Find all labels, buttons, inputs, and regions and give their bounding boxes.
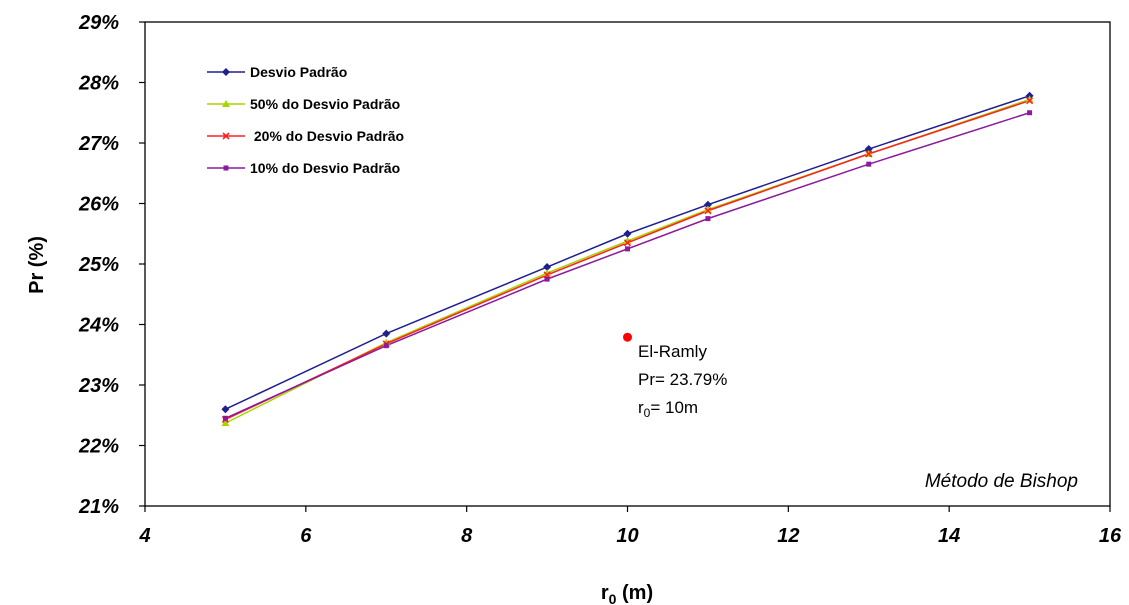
el-ramly-point [623, 332, 632, 342]
series-4-point [222, 415, 228, 421]
x-tick-label: 4 [138, 525, 150, 547]
series-1-point [703, 200, 712, 209]
series-1-point [623, 229, 632, 238]
x-axis-title-unit: (m) [616, 582, 653, 604]
plot-area [144, 21, 1111, 507]
series-4-point [1027, 110, 1033, 116]
legend-swatch-marker [222, 100, 230, 107]
y-tick-label: 24% [78, 315, 119, 337]
y-tick-label: 25% [78, 254, 119, 276]
series-4-point [383, 343, 389, 349]
y-axis-title: Pr (%) [26, 236, 48, 294]
annotation-r-value: = 10m [650, 398, 698, 417]
legend: Desvio Padrão 50% do Desvio Padrão 20% do… [207, 64, 404, 176]
series-1-point [543, 263, 552, 272]
series-1-point [221, 405, 230, 414]
x-axis-title-symbol: r [601, 582, 609, 604]
y-tick-label: 28% [78, 73, 119, 95]
annotation-line-1: El-Ramly [638, 342, 707, 361]
series-markers [221, 91, 1034, 427]
annotation-r-subscript: 0 [644, 406, 651, 420]
legend-label: 50% do Desvio Padrão [250, 96, 400, 112]
x-axis-title-subscript: 0 [609, 591, 617, 605]
annotation-line-2: Pr= 23.79% [638, 370, 727, 389]
series-2-point [221, 419, 230, 427]
series-2-point [543, 269, 552, 277]
legend-label: Desvio Padrão [250, 64, 347, 80]
series-3-point [865, 150, 873, 158]
x-tick-label: 10 [616, 525, 638, 547]
series-line-2 [225, 98, 1030, 424]
series-3-point [1026, 97, 1034, 105]
legend-swatch-marker [223, 165, 229, 171]
x-tick-label: 8 [461, 525, 473, 547]
legend-label: 10% do Desvio Padrão [250, 160, 400, 176]
method-label: Método de Bishop [925, 471, 1078, 492]
y-tick-label: 22% [78, 436, 119, 458]
series-2-point [1025, 95, 1034, 103]
y-tick-label: 26% [78, 194, 119, 216]
x-tick-label: 6 [300, 525, 312, 547]
legend-swatch-marker [222, 68, 230, 76]
y-tick-label: 29% [78, 12, 119, 34]
x-axis-title: r0 (m) [601, 582, 653, 605]
series-3-point [623, 239, 632, 247]
series-3-point [704, 207, 712, 215]
series-line-4 [225, 112, 1030, 419]
x-tick-label: 16 [1099, 525, 1122, 547]
x-tick-label: 14 [938, 525, 960, 547]
series-4-point [625, 246, 630, 252]
x-tick-label: 12 [777, 525, 799, 547]
series-4-point [705, 216, 711, 222]
annotation-line-3: r0= 10m [638, 398, 698, 420]
series-2-point [623, 237, 632, 245]
series-lines [225, 95, 1030, 424]
legend-swatch-marker [222, 132, 230, 140]
y-tick-label: 27% [78, 133, 119, 155]
series-line-3 [225, 99, 1030, 421]
series-2-point [703, 205, 712, 213]
el-ramly-annotation: El-Ramly Pr= 23.79% r0= 10m [638, 342, 727, 420]
x-axis-ticks: 4 6 8 10 12 14 16 [138, 506, 1122, 547]
y-axis-ticks: 21% 22% 23% 24% 25% 26% 27% 28% 29% [78, 12, 145, 518]
y-tick-label: 21% [78, 496, 119, 518]
y-tick-label: 23% [78, 375, 119, 397]
legend-label: 20% do Desvio Padrão [250, 128, 404, 144]
series-1-point [382, 329, 391, 338]
series-4-point [544, 276, 550, 282]
annotation-r-symbol: r [638, 398, 644, 417]
series-4-point [866, 161, 872, 167]
